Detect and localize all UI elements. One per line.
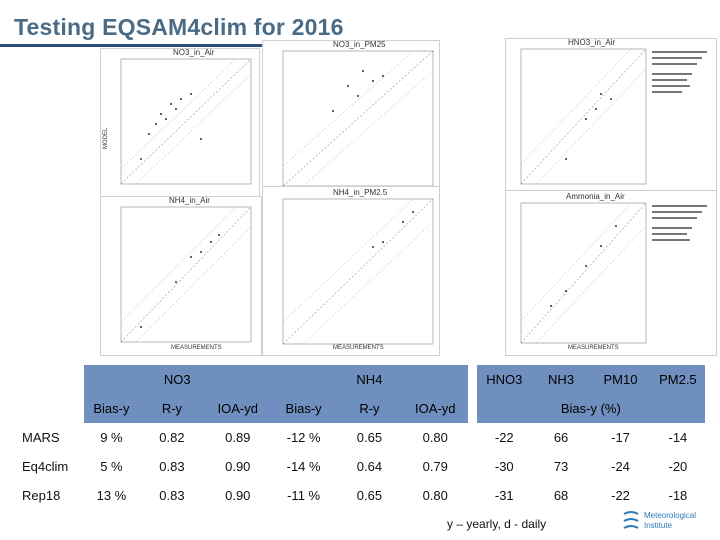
row-label: MARS	[22, 430, 60, 445]
table-cell: 0.89	[225, 430, 251, 445]
subheader-cell: R-y	[336, 394, 403, 423]
table-cell: -14 %	[286, 459, 321, 474]
title-underline	[0, 44, 432, 47]
group-header-pm25: PM2.5	[650, 365, 705, 394]
table-cell: 0.65	[356, 430, 383, 445]
scatter-plot-graphic	[120, 58, 252, 185]
scatter-plot-graphic	[120, 206, 252, 343]
table-cell: 13 %	[96, 488, 127, 503]
group-header-pm10: PM10	[590, 365, 651, 394]
table-group-header-row: NO3 NH4 HNO3 NH3 PM10 PM2.5	[18, 365, 705, 394]
table-cell: -20	[668, 459, 688, 474]
table-cell: 0.90	[225, 488, 251, 503]
x-axis-label: MEASUREMENTS	[568, 345, 619, 351]
subheader-cell: IOA-yd	[204, 394, 271, 423]
logo-icon	[623, 511, 639, 529]
table-cell: 0.83	[159, 459, 185, 474]
subheader-cell: R-y	[139, 394, 205, 423]
x-axis-label: MEASUREMENTS	[333, 345, 384, 351]
subheader-cell: Bias-y	[270, 394, 337, 423]
table-cell: -11 %	[287, 488, 321, 503]
table-cell: -24	[611, 459, 630, 474]
scatter-plot-graphic	[520, 202, 707, 344]
subheader-cell: IOA-yd	[402, 394, 469, 423]
subheader-cell: Bias-y	[83, 394, 140, 423]
logo-line-1: Meteorological	[644, 511, 697, 520]
slide-title: Testing EQSAM4clim for 2016	[14, 14, 344, 40]
table-cell: 5 %	[100, 459, 123, 474]
table-row: Eq4clim 5 % 0.83 0.90 -14 % 0.64 0.79 -3…	[18, 452, 705, 481]
scatter-plot-graphic	[282, 50, 434, 187]
table-cell: 0.79	[422, 459, 448, 474]
scatter-plot-graphic	[282, 198, 434, 345]
table-cell: -18	[668, 488, 688, 503]
table-cell: 0.65	[356, 488, 383, 503]
table-subheader-row: Bias-y R-y IOA-yd Bias-y R-y IOA-yd Bias…	[18, 394, 705, 423]
plot-title: NH4_in_PM2.5	[333, 188, 388, 197]
table-cell: 0.80	[422, 488, 448, 503]
table-cell: 0.82	[159, 430, 185, 445]
bias-percent-header: Bias-y (%)	[476, 394, 705, 423]
logo-text: Meteorological Institute	[644, 511, 696, 531]
table-cell: -12 %	[286, 430, 321, 445]
table-cell: 0.83	[159, 488, 185, 503]
plot-title: NO3_in_Air	[173, 48, 215, 57]
scatter-plot-graphic	[520, 48, 707, 185]
scatter-plot-nh4-air: NH4_in_Air MEASUREMENTS	[100, 196, 262, 356]
y-axis-label: MODEL	[103, 127, 109, 149]
x-axis-label: MEASUREMENTS	[171, 345, 222, 351]
table-cell: 0.90	[225, 459, 251, 474]
group-header-hno3: HNO3	[476, 365, 532, 394]
plot-title: HNO3_in_Air	[568, 38, 616, 47]
table-cell: -22	[494, 430, 514, 445]
table-cell: 0.80	[422, 430, 448, 445]
scatter-plot-nh4-pm25: NH4_in_PM2.5 MEASUREMENTS	[262, 186, 440, 356]
table-row: Rep18 13 % 0.83 0.90 -11 % 0.65 0.80 -31…	[18, 481, 705, 510]
table-cell: 73	[553, 459, 569, 474]
table-cell: -30	[494, 459, 514, 474]
table-cell: -17	[611, 430, 630, 445]
footnote: y – yearly, d - daily	[447, 517, 547, 531]
scatter-plot-hno3-air: HNO3_in_Air	[505, 38, 717, 192]
table-row: MARS 9 % 0.82 0.89 -12 % 0.65 0.80 -22 6…	[18, 423, 705, 452]
table-cell: -22	[611, 488, 630, 503]
scatter-plot-no3-pm25: NO3_in_PM25	[262, 40, 440, 197]
table-cell: 68	[553, 488, 569, 503]
table-cell: 0.64	[356, 459, 383, 474]
row-label: Eq4clim	[22, 459, 69, 474]
group-header-nh4: NH4	[270, 365, 469, 394]
table-cell: -14	[668, 430, 688, 445]
plot-title: NO3_in_PM25	[333, 40, 386, 49]
scatter-plot-no3-air: NO3_in_Air MODEL	[100, 48, 260, 200]
plot-title: Ammonia_in_Air	[566, 192, 625, 201]
plot-title: NH4_in_Air	[169, 196, 210, 205]
group-header-no3: NO3	[83, 365, 271, 394]
scatter-plot-ammonia-air: Ammonia_in_Air MEASUREMENTS	[505, 190, 717, 356]
results-table: NO3 NH4 HNO3 NH3 PM10 PM2.5 Bias-y R-y I…	[18, 365, 705, 510]
meteorological-institute-logo: Meteorological Institute	[622, 510, 714, 536]
logo-line-2: Institute	[644, 521, 673, 530]
table-cell: -31	[494, 488, 514, 503]
row-label: Rep18	[22, 488, 61, 503]
group-header-nh3: NH3	[531, 365, 591, 394]
table-cell: 9 %	[100, 430, 123, 445]
table-cell: 66	[553, 430, 569, 445]
